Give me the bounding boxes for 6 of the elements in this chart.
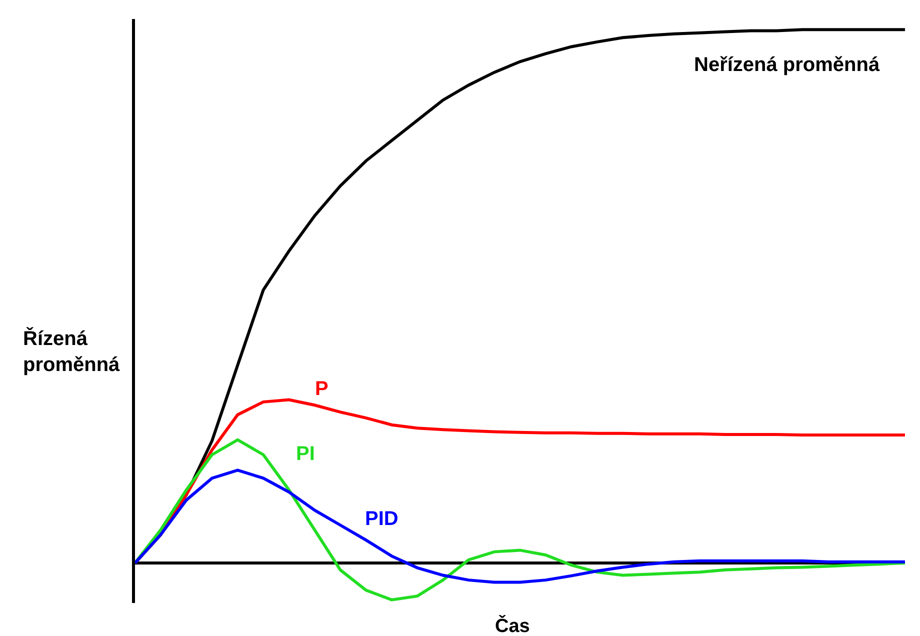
x-axis-title: Čas	[495, 614, 530, 636]
y-axis-title: Řízená proměnná	[23, 327, 121, 376]
series-label: PID	[365, 508, 398, 530]
series-label: PI	[296, 443, 315, 465]
series-label: Neřízená proměnná	[694, 54, 880, 76]
series-label: P	[315, 378, 328, 400]
